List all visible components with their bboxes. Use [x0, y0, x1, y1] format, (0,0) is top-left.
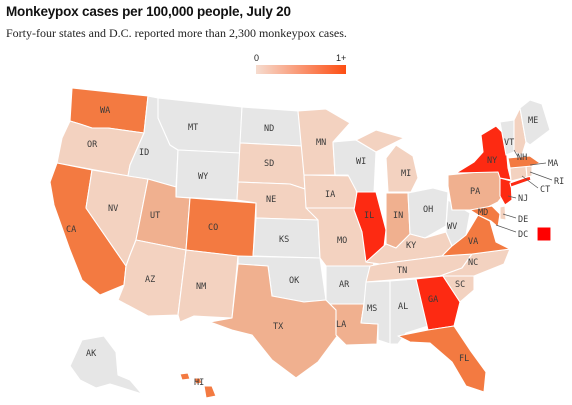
label-IN: IN: [393, 211, 403, 221]
label-UT: UT: [150, 211, 160, 221]
state-HI[interactable]: [179, 372, 191, 381]
label-OR: OR: [87, 140, 98, 150]
label-PA: PA: [470, 187, 480, 197]
label-MI: MI: [401, 169, 411, 179]
label-IA: IA: [325, 190, 335, 200]
label-MT: MT: [188, 123, 198, 133]
state-CO[interactable]: [185, 197, 257, 259]
label-CA: CA: [66, 225, 76, 235]
label-MA: MA: [548, 159, 558, 169]
state-NH[interactable]: [513, 107, 527, 156]
state-MD[interactable]: [469, 205, 501, 228]
label-NY: NY: [487, 156, 497, 166]
label-AK: AK: [86, 349, 97, 359]
label-WY: WY: [198, 172, 208, 182]
state-MT[interactable]: [157, 97, 243, 154]
label-DC: DC: [518, 230, 528, 240]
state-NJ[interactable]: [499, 177, 513, 206]
state-DE[interactable]: [499, 205, 507, 221]
state-DC[interactable]: [536, 226, 552, 242]
label-FL: FL: [459, 354, 469, 364]
label-WI: WI: [356, 157, 366, 167]
label-SC: SC: [455, 280, 465, 290]
label-MS: MS: [367, 304, 377, 314]
label-NE: NE: [266, 195, 276, 205]
label-AR: AR: [339, 280, 350, 290]
label-TX: TX: [273, 322, 284, 332]
state-FL[interactable]: [397, 325, 487, 393]
label-AZ: AZ: [145, 275, 155, 285]
label-ID: ID: [139, 148, 149, 158]
label-ME: ME: [528, 116, 538, 126]
us-choropleth-map: WA OR CA NV ID MT WY UT AZ CO NM ND SD N…: [49, 87, 564, 399]
label-WA: WA: [100, 106, 110, 116]
legend-min-label: 0: [254, 53, 260, 63]
state-MI-UP[interactable]: [355, 129, 405, 153]
legend-gradient-bar: [256, 65, 346, 74]
state-HI-3[interactable]: [203, 385, 217, 399]
label-RI: RI: [554, 177, 564, 187]
label-MN: MN: [316, 138, 326, 148]
label-VT: VT: [504, 138, 514, 148]
label-VA: VA: [468, 237, 478, 247]
label-GA: GA: [428, 295, 438, 305]
label-KS: KS: [279, 235, 289, 245]
state-ME[interactable]: [519, 99, 551, 146]
label-AL: AL: [398, 302, 408, 312]
state-AK[interactable]: [69, 335, 143, 395]
label-TN: TN: [397, 266, 407, 276]
legend-max-label: 1+: [336, 53, 347, 63]
label-NM: NM: [196, 282, 206, 292]
label-IL: IL: [364, 211, 374, 221]
label-ND: ND: [264, 124, 274, 134]
label-NC: NC: [468, 258, 478, 268]
label-WV: WV: [447, 222, 457, 232]
label-CT: CT: [540, 185, 550, 195]
label-LA: LA: [336, 320, 346, 330]
color-legend: 0 1+: [248, 52, 352, 76]
map-subtitle: Forty-four states and D.C. reported more…: [6, 26, 347, 40]
map-title: Monkeypox cases per 100,000 people, July…: [6, 4, 291, 19]
label-NH: NH: [517, 153, 527, 163]
state-WV[interactable]: [445, 199, 471, 247]
label-NV: NV: [108, 204, 118, 214]
state-HI-2[interactable]: [193, 377, 203, 385]
state-GA[interactable]: [415, 275, 461, 331]
label-HI: HI: [194, 378, 204, 388]
label-OH: OH: [423, 205, 433, 215]
label-MD: MD: [478, 208, 488, 218]
label-OK: OK: [289, 276, 300, 286]
state-TX[interactable]: [209, 263, 339, 379]
state-NM[interactable]: [177, 249, 239, 323]
label-CO: CO: [208, 223, 218, 233]
label-DE: DE: [518, 215, 528, 225]
label-KY: KY: [406, 241, 416, 251]
label-SD: SD: [264, 159, 274, 169]
label-NJ: NJ: [518, 194, 528, 204]
state-MI[interactable]: [385, 144, 419, 193]
label-MO: MO: [337, 236, 347, 246]
